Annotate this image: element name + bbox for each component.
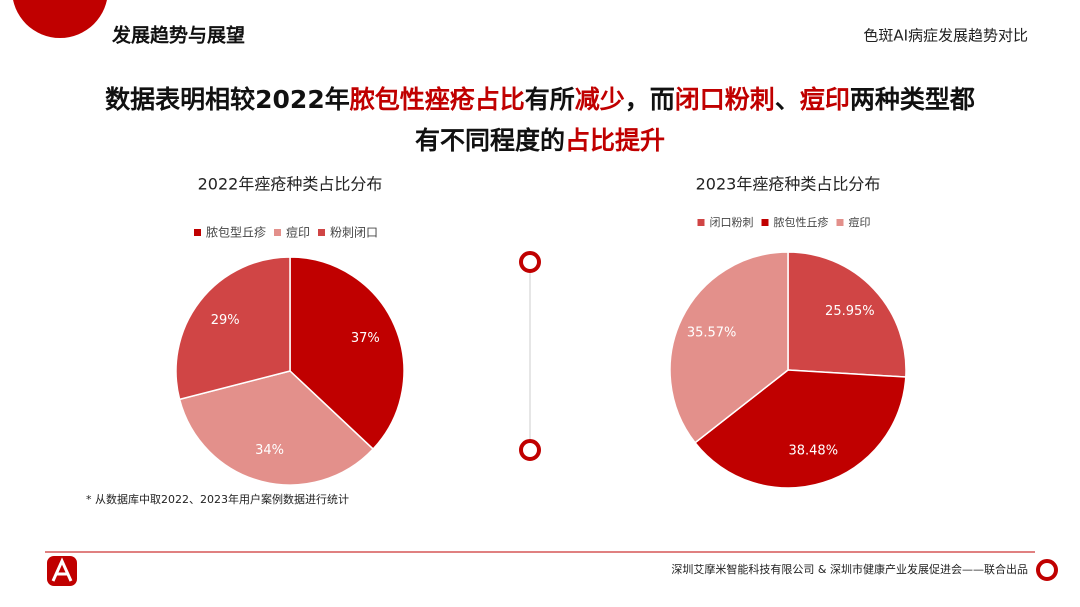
footer-credit: 深圳艾摩米智能科技有限公司 & 深圳市健康产业发展促进会——联合出品: [671, 562, 1028, 576]
headline-part: 有不同程度的: [415, 126, 565, 155]
headline-part: 数据表明相较2022年: [105, 85, 350, 114]
logo-mark: [51, 557, 73, 582]
divider-dot: [519, 439, 541, 461]
headline-part: 占比提升: [565, 126, 665, 155]
headline-part: 闭口粉刺: [675, 85, 775, 114]
slice-label: 35.57%: [687, 325, 737, 340]
legend-label: 痘印: [849, 215, 871, 229]
pie-slice: [669, 251, 789, 444]
slice-label: 29%: [211, 313, 240, 328]
headline-part: 减少: [575, 85, 625, 114]
headline-line: 有不同程度的占比提升: [415, 126, 665, 155]
legend-swatch: [836, 219, 844, 226]
legend-swatch: [318, 229, 325, 236]
chart-title: 2023年痤疮种类占比分布: [696, 175, 881, 194]
pie-slice: [787, 251, 907, 378]
pie-slice: [694, 369, 907, 489]
section-title: 发展趋势与展望: [111, 24, 245, 47]
legend-swatch: [274, 229, 281, 236]
slice-label: 25.95%: [825, 304, 875, 319]
pie-slice: [289, 256, 405, 451]
headline-part: 痘印: [800, 85, 850, 114]
legend-label: 脓包型丘疹: [206, 225, 266, 240]
divider-dot: [519, 251, 541, 273]
legend-swatch: [697, 219, 705, 226]
chart-title: 2022年痤疮种类占比分布: [198, 175, 383, 194]
footer-dot: [1036, 559, 1058, 581]
headline-line: 数据表明相较2022年脓包性痤疮占比有所减少，而闭口粉刺、痘印两种类型都: [105, 85, 975, 114]
legend-swatch: [194, 229, 201, 236]
footnote: * 从数据库中取2022、2023年用户案例数据进行统计: [86, 492, 349, 506]
slice-label: 34%: [255, 443, 284, 458]
legend-swatch: [761, 219, 769, 226]
headline-part: 脓包性痤疮占比: [349, 85, 525, 114]
headline-part: 、: [775, 85, 800, 114]
corner-decoration: [13, 0, 107, 38]
legend-label: 闭口粉刺: [710, 216, 754, 229]
slice-label: 38.48%: [788, 444, 838, 459]
pie-slice: [175, 256, 291, 401]
topic-title: 色斑AI病症发展趋势对比: [863, 27, 1028, 45]
legend-label: 粉刺闭口: [330, 226, 378, 240]
slice-label: 37%: [351, 331, 380, 346]
legend-label: 痘印: [286, 225, 310, 240]
headline-part: 有所: [525, 85, 575, 114]
pie-slice: [178, 370, 375, 486]
headline-part: ，而: [625, 85, 675, 114]
legend-label: 脓包性丘疹: [774, 215, 829, 229]
headline-part: 两种类型都: [850, 85, 975, 114]
